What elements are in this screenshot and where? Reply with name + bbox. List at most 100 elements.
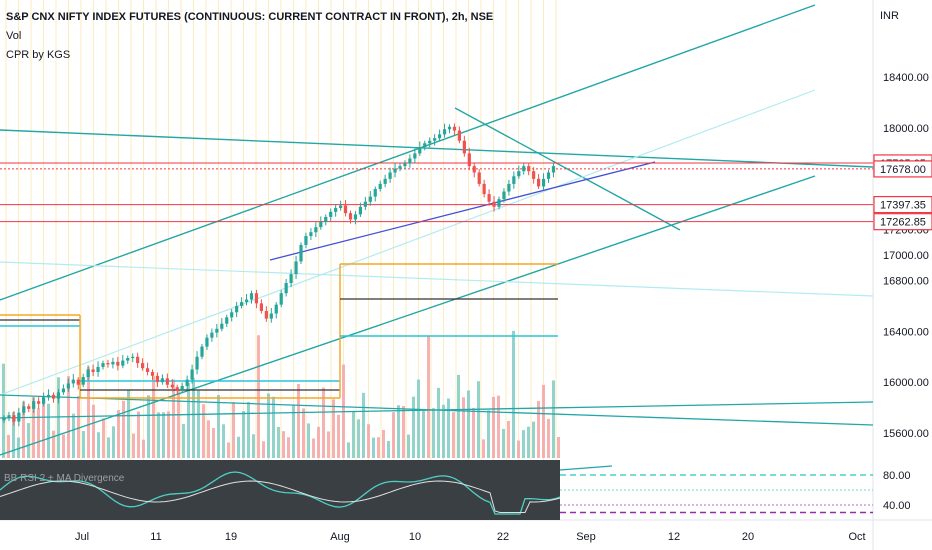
volume-bar: [252, 434, 255, 458]
volume-bar: [427, 335, 430, 458]
candle-body: [22, 406, 26, 413]
channel-mid-line: [0, 89, 816, 396]
candle-body: [165, 378, 169, 385]
candle-body: [358, 206, 362, 215]
volume-bar: [372, 437, 375, 458]
volume-bar: [532, 421, 535, 458]
candle-body: [309, 232, 313, 237]
volume-bar: [202, 404, 205, 458]
time-tick-label: 11: [150, 531, 161, 543]
candle-body: [71, 379, 75, 384]
volume-bar: [32, 396, 35, 458]
candle-body: [423, 143, 427, 148]
volume-bar: [432, 408, 435, 458]
price-tick-label: 18400.00: [883, 72, 929, 84]
candle-body: [502, 191, 506, 200]
volume-bar: [7, 434, 10, 458]
candle-body: [383, 178, 387, 184]
volume-bar: [447, 398, 450, 458]
candle-body: [131, 356, 135, 359]
candle-body: [240, 302, 244, 306]
volume-bar: [547, 418, 550, 458]
candle-body: [155, 375, 160, 383]
volume-bar: [257, 335, 260, 458]
volume-bar: [367, 424, 370, 458]
volume-bar: [152, 376, 155, 458]
volume-bar: [377, 437, 380, 458]
price-axis[interactable]: INR 15600.00 16000.00 16400.00 16800.00 17000…: [880, 10, 929, 512]
candle-body: [467, 153, 471, 167]
candle-body: [7, 415, 11, 418]
volume-bar: [557, 437, 560, 458]
candle-body: [42, 397, 46, 404]
candle-body: [438, 134, 442, 139]
volume-bar: [472, 407, 475, 458]
volume-bar: [92, 404, 95, 458]
volume-bar: [27, 423, 30, 458]
candle-body: [339, 205, 343, 209]
candle-body: [541, 178, 546, 187]
volume-bar: [467, 390, 470, 458]
volume-bar: [362, 392, 365, 458]
volume-bar: [412, 396, 415, 458]
candle-body: [457, 130, 461, 141]
candle-body: [264, 311, 268, 319]
rsi-panel-background: [0, 460, 560, 520]
volume-bar: [262, 441, 265, 458]
volume-bar: [442, 404, 445, 458]
candle-body: [348, 213, 353, 220]
time-tick-label: 20: [742, 531, 754, 543]
candle-body: [175, 387, 179, 390]
channel-lower-line: [0, 175, 816, 456]
volume-bar: [127, 389, 130, 458]
volume-bar: [357, 419, 360, 458]
time-tick-label: 22: [497, 531, 509, 543]
price-tick-label: 18000.00: [883, 123, 929, 135]
volume-bar: [232, 401, 235, 458]
volume-bar: [517, 440, 520, 458]
candle-body: [106, 363, 110, 365]
time-tick-label: Aug: [330, 531, 350, 543]
volume-bar: [77, 395, 80, 458]
time-tick-label: 10: [409, 531, 421, 543]
volume-bar: [222, 424, 225, 458]
volume-bar: [247, 401, 250, 458]
volume-bar: [487, 410, 490, 458]
candle-body: [254, 293, 259, 304]
volume-bar: [207, 420, 210, 458]
candle-body: [482, 183, 486, 195]
volume-bar: [422, 410, 425, 458]
candle-body: [388, 172, 392, 179]
volume-bar: [42, 395, 45, 458]
candle-body: [150, 372, 155, 376]
candle-body: [452, 126, 457, 131]
currency-label: INR: [880, 10, 899, 22]
price-candles[interactable]: [2, 123, 556, 427]
volume-bar: [227, 442, 230, 458]
candle-body: [334, 208, 338, 212]
candle-body: [551, 166, 556, 173]
rsi-tick-label: 80.00: [883, 470, 911, 482]
time-axis[interactable]: Jul 11 19 Aug 10 22 Sep 12 20 Oct: [75, 531, 866, 543]
candle-body: [378, 183, 382, 189]
candle-body: [210, 332, 214, 338]
candle-body: [408, 158, 412, 164]
volume-bar: [387, 440, 390, 458]
trend-line-flat: [0, 401, 874, 419]
chart-legend[interactable]: S&P CNX NIFTY INDEX FUTURES (CONTINUOUS:…: [6, 8, 493, 65]
volume-bar: [82, 431, 85, 458]
volume-bar: [197, 390, 200, 458]
candle-body: [418, 147, 422, 154]
volume-bar: [162, 412, 165, 458]
indicator-volume[interactable]: Vol: [6, 30, 22, 42]
rsi-panel[interactable]: BB RSI 2 + MA Divergence: [0, 460, 561, 520]
candle-body: [324, 216, 328, 223]
volume-bar: [462, 397, 465, 458]
indicator-cpr[interactable]: CPR by KGS: [6, 49, 71, 61]
time-tick-label: 19: [225, 531, 237, 543]
candle-body: [492, 201, 496, 207]
candle-body: [141, 363, 145, 369]
